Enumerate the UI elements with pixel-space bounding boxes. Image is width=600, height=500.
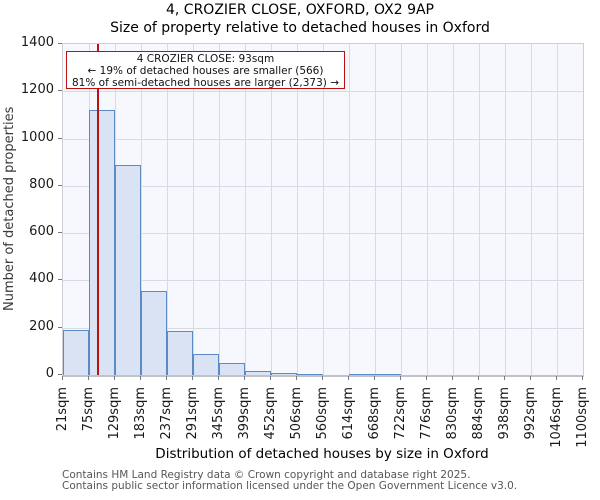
y-tick-mark <box>58 43 62 44</box>
x-tick-mark <box>582 376 583 380</box>
histogram-bar <box>219 363 245 375</box>
x-tick-label: 614sqm <box>340 387 356 440</box>
x-tick-label: 776sqm <box>418 387 434 440</box>
x-tick-mark <box>88 376 89 380</box>
histogram-bar <box>193 353 219 375</box>
histogram-bar <box>271 372 297 375</box>
histogram-bar <box>89 110 115 375</box>
footer-attribution-line-1: Contains HM Land Registry data © Crown c… <box>62 469 471 481</box>
x-tick-label: 183sqm <box>132 387 148 440</box>
x-tick-label: 1100sqm <box>574 387 590 448</box>
x-tick-mark <box>192 376 193 380</box>
y-tick-label: 1200 <box>20 82 54 98</box>
x-tick-mark <box>114 376 115 380</box>
v-gridline <box>557 44 558 375</box>
y-tick-label: 1400 <box>20 35 54 50</box>
x-tick-label: 452sqm <box>262 387 278 440</box>
x-tick-mark <box>504 376 505 380</box>
v-gridline <box>375 44 376 375</box>
v-gridline <box>453 44 454 375</box>
x-tick-label: 237sqm <box>158 387 174 440</box>
x-tick-label: 129sqm <box>106 387 122 440</box>
x-tick-mark <box>62 376 63 380</box>
x-tick-label: 560sqm <box>314 387 330 440</box>
v-gridline <box>427 44 428 375</box>
y-tick-mark <box>58 184 62 186</box>
x-tick-mark <box>140 376 141 380</box>
x-tick-mark <box>374 376 375 380</box>
y-tick-mark <box>58 279 62 281</box>
x-tick-mark <box>348 376 349 380</box>
x-tick-label: 884sqm <box>470 387 486 440</box>
x-tick-mark <box>530 376 531 380</box>
annotation-line-1: 4 CROZIER CLOSE: 93sqm <box>136 53 275 65</box>
histogram-bar <box>375 373 401 375</box>
y-tick-label: 400 <box>29 271 54 287</box>
x-tick-mark <box>400 376 401 380</box>
x-tick-label: 722sqm <box>392 387 408 440</box>
y-tick-label: 200 <box>29 318 54 334</box>
v-gridline <box>271 44 272 375</box>
x-tick-mark <box>322 376 323 380</box>
v-gridline <box>297 44 298 375</box>
annotation-box: 4 CROZIER CLOSE: 93sqm ← 19% of detached… <box>66 51 345 89</box>
y-tick-mark <box>58 137 62 139</box>
x-tick-mark <box>478 376 479 380</box>
y-tick-label: 1000 <box>20 129 54 145</box>
histogram-bar <box>141 291 167 375</box>
chart-subtitle: Size of property relative to detached ho… <box>110 20 490 36</box>
x-tick-mark <box>556 376 557 380</box>
x-tick-mark <box>426 376 427 380</box>
histogram-bar <box>63 330 89 375</box>
x-tick-label: 399sqm <box>236 387 252 440</box>
v-gridline <box>505 44 506 375</box>
x-tick-mark <box>244 376 245 380</box>
histogram-bar <box>245 371 271 375</box>
histogram-bar <box>115 164 141 375</box>
x-tick-label: 345sqm <box>210 387 226 440</box>
x-tick-label: 992sqm <box>522 387 538 440</box>
v-gridline <box>531 44 532 375</box>
v-gridline <box>401 44 402 375</box>
x-tick-label: 1046sqm <box>548 387 564 448</box>
annotation-line-2: ← 19% of detached houses are smaller (56… <box>87 65 324 77</box>
x-axis-label: Distribution of detached houses by size … <box>155 446 489 462</box>
v-gridline <box>479 44 480 375</box>
y-tick-label: 800 <box>29 176 54 192</box>
x-tick-label: 668sqm <box>366 387 382 440</box>
y-tick-label: 0 <box>45 366 54 381</box>
x-tick-label: 21sqm <box>54 387 70 432</box>
plot-area: 4 CROZIER CLOSE: 93sqm ← 19% of detached… <box>62 43 584 377</box>
x-tick-mark <box>166 376 167 380</box>
histogram-bar <box>349 373 375 375</box>
v-gridline <box>193 44 194 375</box>
v-gridline <box>349 44 350 375</box>
y-tick-mark <box>58 374 62 375</box>
x-tick-label: 291sqm <box>184 387 200 440</box>
y-tick-mark <box>58 232 62 234</box>
v-gridline <box>245 44 246 375</box>
y-tick-mark <box>58 326 62 328</box>
footer-attribution-line-2: Contains public sector information licen… <box>62 480 518 492</box>
v-gridline <box>219 44 220 375</box>
x-tick-label: 75sqm <box>80 387 96 432</box>
v-gridline <box>141 44 142 375</box>
x-tick-label: 938sqm <box>496 387 512 440</box>
x-tick-mark <box>452 376 453 380</box>
chart-title: 4, CROZIER CLOSE, OXFORD, OX2 9AP <box>166 2 434 18</box>
histogram-bar <box>167 331 193 375</box>
x-tick-mark <box>296 376 297 380</box>
x-tick-mark <box>270 376 271 380</box>
v-gridline <box>167 44 168 375</box>
annotation-line-3: 81% of semi-detached houses are larger (… <box>71 77 339 89</box>
v-gridline <box>323 44 324 375</box>
x-tick-mark <box>218 376 219 380</box>
y-tick-label: 600 <box>29 224 54 240</box>
x-tick-label: 830sqm <box>444 387 460 440</box>
histogram-bar <box>297 373 323 375</box>
y-tick-mark <box>58 90 62 92</box>
x-tick-label: 506sqm <box>288 387 304 440</box>
property-size-marker-line <box>96 44 99 375</box>
